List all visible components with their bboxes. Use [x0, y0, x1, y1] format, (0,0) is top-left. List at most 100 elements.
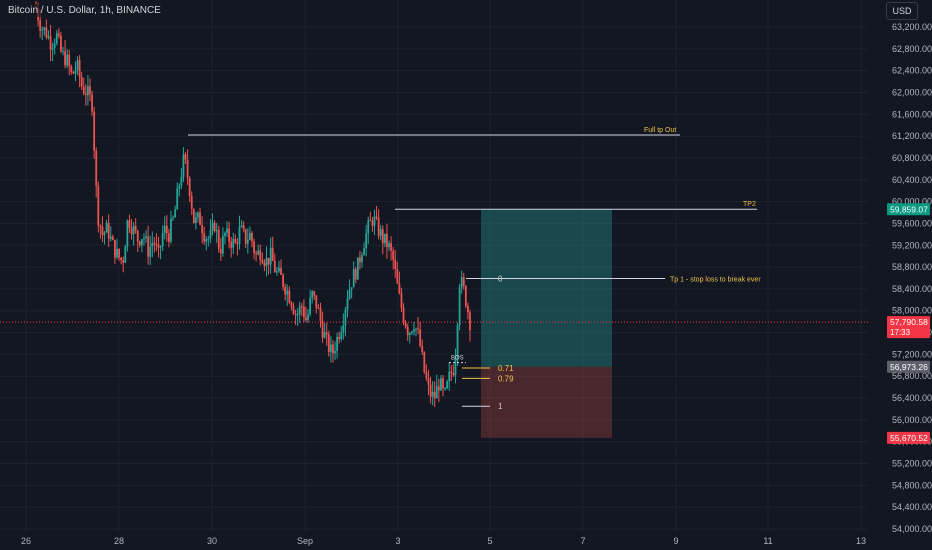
candle-body: [431, 391, 434, 397]
price-tick-label: 58,800.00: [892, 262, 932, 272]
candle-body: [138, 241, 141, 246]
candle-body: [419, 329, 422, 346]
drawings[interactable]: Full tp Out TP2 Tp 1 - stop loss to break …: [188, 127, 761, 411]
candle-body: [122, 260, 125, 263]
candle-body: [446, 381, 449, 389]
candle-body: [53, 43, 56, 48]
candle-body: [215, 229, 218, 232]
price-badge-current: [887, 316, 930, 339]
annotation-label: Tp 1 - stop loss to break ever: [670, 277, 761, 284]
candle-body: [442, 378, 444, 389]
currency-button[interactable]: USD: [886, 2, 918, 20]
candle-body: [408, 333, 411, 336]
candle-body: [406, 327, 409, 336]
fib-level-label: 0.71: [498, 364, 514, 373]
candle-body: [116, 248, 118, 258]
candle-body: [182, 154, 185, 178]
price-tick-label: 55,200.00: [892, 459, 932, 469]
candle-body: [49, 36, 52, 50]
candle-body: [240, 225, 243, 227]
candle-body: [62, 51, 64, 53]
candle-body: [176, 188, 179, 210]
candle-body: [143, 237, 145, 240]
candle-body: [95, 150, 98, 186]
candle-body: [167, 233, 170, 242]
candle-body: [402, 307, 405, 323]
candle-body: [340, 332, 343, 339]
candle-body: [450, 371, 453, 374]
candle-body: [265, 257, 268, 266]
candle-body: [149, 246, 152, 257]
position-zones: [0, 209, 868, 438]
candle-body: [219, 248, 222, 254]
candle-body: [359, 257, 361, 263]
candle-body: [273, 260, 276, 273]
candle-body: [47, 36, 50, 38]
candle-body: [217, 229, 220, 249]
candle-body: [390, 242, 392, 251]
price-tick-label: 62,800.00: [892, 44, 932, 54]
candle-body: [213, 222, 216, 232]
candle-body: [275, 271, 278, 273]
candle-body: [192, 208, 195, 223]
time-tick-label: 13: [856, 536, 866, 546]
candle-body: [435, 386, 438, 399]
candle-body: [413, 329, 415, 332]
candle-body: [425, 372, 428, 379]
candle-body: [161, 233, 164, 247]
candle-body: [99, 225, 102, 227]
candle-body: [248, 232, 251, 240]
candle-body: [365, 233, 368, 249]
candle-body: [371, 220, 374, 226]
candle-body: [381, 229, 384, 244]
candle-body: [327, 334, 330, 352]
candle-body: [348, 289, 351, 299]
candle-body: [170, 218, 172, 242]
candle-body: [57, 33, 60, 36]
stop-zone: [481, 366, 612, 438]
candle-body: [174, 209, 177, 218]
candle-body: [230, 241, 233, 248]
candle-body: [290, 302, 293, 307]
price-tick-label: 59,200.00: [892, 240, 932, 250]
time-axis[interactable]: 26 28 30 Sep 3 5 7 9 11 13: [0, 532, 868, 550]
candle-body: [207, 238, 210, 240]
candle-body: [363, 248, 365, 256]
candle-body: [298, 306, 301, 315]
candle-body: [151, 242, 154, 247]
candle-body: [417, 328, 419, 330]
candle-body: [377, 217, 380, 236]
candle-body: [300, 306, 303, 308]
candle-body: [111, 236, 114, 241]
candle-body: [309, 298, 312, 315]
candle-body: [305, 317, 307, 321]
candle-body: [80, 77, 83, 87]
price-badge-target: [887, 203, 930, 216]
candle-body: [78, 60, 81, 78]
candle-body: [458, 287, 461, 326]
candle-body: [236, 242, 239, 245]
candle-body: [444, 388, 446, 390]
candle-body: [334, 350, 336, 354]
candle-body: [155, 244, 158, 246]
candle-body: [323, 332, 326, 338]
price-axis[interactable]: 54,000.00 54,400.00 54,800.00 55,200.00 55,6…: [868, 0, 932, 550]
candle-body: [462, 277, 465, 287]
candle-body: [246, 239, 249, 244]
time-tick-label: 30: [207, 536, 217, 546]
price-tick-label: 57,200.00: [892, 349, 932, 359]
candle-body: [352, 269, 355, 288]
annotation-label: Full tp Out: [644, 127, 676, 134]
candle-body: [141, 239, 143, 246]
candle-body: [464, 286, 467, 307]
candle-body: [118, 248, 120, 258]
candle-body: [253, 241, 255, 254]
candle-body: [55, 33, 58, 44]
candle-body: [386, 233, 388, 248]
candle-body: [280, 267, 282, 275]
price-tick-label: 61,200.00: [892, 131, 932, 141]
symbol-title[interactable]: Bitcoin / U.S. Dollar, 1h, BINANCE: [6, 4, 163, 17]
candle-body: [342, 325, 345, 333]
candle-body: [286, 290, 289, 295]
